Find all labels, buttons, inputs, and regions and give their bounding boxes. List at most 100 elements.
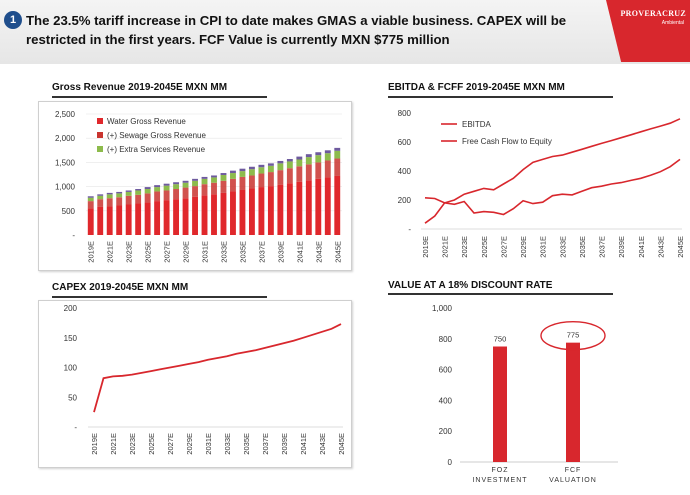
value-title-underline xyxy=(388,293,613,295)
gross-bar-sewage xyxy=(305,164,312,181)
gross-legend-swatch xyxy=(97,146,103,152)
value-y-tick-label: 1,000 xyxy=(432,304,453,313)
gross-bar-water xyxy=(267,186,274,235)
gross-bar-sewage xyxy=(192,186,198,197)
gross-bar-extra xyxy=(220,174,227,181)
gross-bar-water xyxy=(192,196,198,235)
gross-bar-top xyxy=(173,182,180,185)
gross-bar-top xyxy=(324,150,331,154)
gross-bar-sewage xyxy=(324,160,331,178)
gross-bar-top xyxy=(192,178,198,181)
gross-bar-top xyxy=(286,159,293,162)
ebitda-x-tick-label: 2033E xyxy=(558,236,567,258)
gross-bar-extra xyxy=(163,185,170,191)
gross-bar-sewage xyxy=(125,195,132,205)
gross-bar-extra xyxy=(201,178,208,185)
gross-bar-top xyxy=(87,196,94,198)
gross-bar-top xyxy=(315,152,322,156)
gross-bar-sewage xyxy=(201,184,208,196)
gross-bar-water xyxy=(173,199,180,235)
gross-revenue-panel: - 500 1,000 1,500 2,000 2,500 2019E 2021E 2023E 2… xyxy=(38,101,352,271)
gross-bar-extra xyxy=(154,187,161,192)
gross-x-tick-label: 2045E xyxy=(333,241,342,263)
gross-bar-top xyxy=(277,160,284,164)
ebitda-x-tick-label: 2023E xyxy=(460,236,469,258)
gross-bar-water xyxy=(220,192,227,235)
gross-x-tick-label: 2021E xyxy=(106,241,115,263)
gross-bar-top xyxy=(239,168,246,172)
logo-subtitle: Ambiental xyxy=(661,20,684,26)
gross-bar-top xyxy=(106,192,113,195)
gross-bar-extra xyxy=(87,197,94,202)
ebitda-x-tick-label: 2037E xyxy=(598,236,607,258)
gross-bar-extra xyxy=(125,191,132,196)
capex-y-tick-label: 50 xyxy=(68,393,77,402)
gross-bar-water xyxy=(97,206,104,235)
gross-bar-top xyxy=(230,170,236,174)
gross-bar-sewage xyxy=(277,170,284,185)
gross-bar-sewage xyxy=(258,173,265,188)
ebitda-legend-label: EBITDA xyxy=(462,120,492,129)
capex-x-tick-label: 2027E xyxy=(166,433,175,455)
gross-bar-top xyxy=(182,180,189,183)
gross-x-tick-label: 2031E xyxy=(201,241,210,263)
value-chart: 0 200 400 600 800 1,000 750 FOZ INVESTMENT 775 FCF… xyxy=(432,304,618,484)
gross-bar-sewage xyxy=(144,193,151,203)
gross-bar-extra xyxy=(286,161,293,169)
gross-bar-sewage xyxy=(135,194,142,204)
gross-y-tick-label: 2,000 xyxy=(55,134,76,143)
gross-bar-top xyxy=(144,187,151,190)
value-data-label: 775 xyxy=(567,331,580,340)
gross-bar-top xyxy=(296,156,303,160)
gross-legend-label: (+) Extra Services Revenue xyxy=(107,145,206,154)
gross-legend-label: Water Gross Revenue xyxy=(107,117,186,126)
capex-x-tick-label: 2043E xyxy=(318,433,327,455)
capex-panel: - 50 100 150 200 2019E 2021E 2023E 2025E 2027E 202… xyxy=(38,300,352,468)
capex-y-tick-label: 100 xyxy=(64,364,78,373)
gross-title-underline xyxy=(52,96,267,98)
gross-bar-sewage xyxy=(248,175,255,189)
capex-x-tick-label: 2045E xyxy=(337,433,346,455)
gross-bar-extra xyxy=(248,169,255,176)
gross-bar-extra xyxy=(258,167,265,174)
gross-x-tick-label: 2029E xyxy=(182,241,191,263)
gross-bar-extra xyxy=(106,194,113,199)
gross-bar-water xyxy=(296,181,303,235)
logo-name: PROVERACRUZ xyxy=(620,9,686,18)
gross-bar-water xyxy=(277,184,284,235)
capex-y-tick-label: 150 xyxy=(64,334,78,343)
ebitda-x-tick-label: 2031E xyxy=(539,236,548,258)
capex-title-underline xyxy=(52,296,267,298)
company-logo: PROVERACRUZ Ambiental xyxy=(606,0,690,62)
ebitda-x-tick-label: 2027E xyxy=(499,236,508,258)
gross-bar-top xyxy=(125,190,132,192)
gross-x-tick-label: 2023E xyxy=(125,241,134,263)
value-category-label: INVESTMENT xyxy=(472,477,527,484)
gross-bar-sewage xyxy=(230,178,236,192)
gross-bar-top xyxy=(154,185,161,188)
gross-bar-water xyxy=(248,188,255,235)
gross-bar-extra xyxy=(334,150,341,159)
gross-bar-water xyxy=(135,203,142,235)
fcfe-line xyxy=(424,158,681,216)
gross-bar-sewage xyxy=(315,162,322,179)
gross-bar-extra xyxy=(173,184,180,190)
gross-bar-extra xyxy=(315,155,322,163)
gross-bar-top xyxy=(258,164,265,168)
gross-bar-sewage xyxy=(182,187,189,199)
gross-bar-top xyxy=(163,183,170,186)
ebitda-x-tick-label: 2019E xyxy=(421,236,430,258)
gross-bar-top xyxy=(201,176,208,179)
capex-x-tick-label: 2039E xyxy=(280,433,289,455)
gross-chart-title: Gross Revenue 2019-2045E MXN MM xyxy=(52,82,228,93)
gross-bar-extra xyxy=(277,163,284,171)
gross-bar-sewage xyxy=(106,198,113,207)
gross-bar-water xyxy=(201,195,208,235)
gross-x-tick-label: 2035E xyxy=(238,241,247,263)
gross-x-tick-label: 2043E xyxy=(314,241,323,263)
gross-x-tick-label: 2039E xyxy=(276,241,285,263)
ebitda-chart-title: EBITDA & FCFF 2019-2045E MXN MM xyxy=(388,82,565,93)
value-bar xyxy=(566,342,580,462)
gross-bar-sewage xyxy=(286,168,293,184)
gross-bar-extra xyxy=(267,165,274,173)
